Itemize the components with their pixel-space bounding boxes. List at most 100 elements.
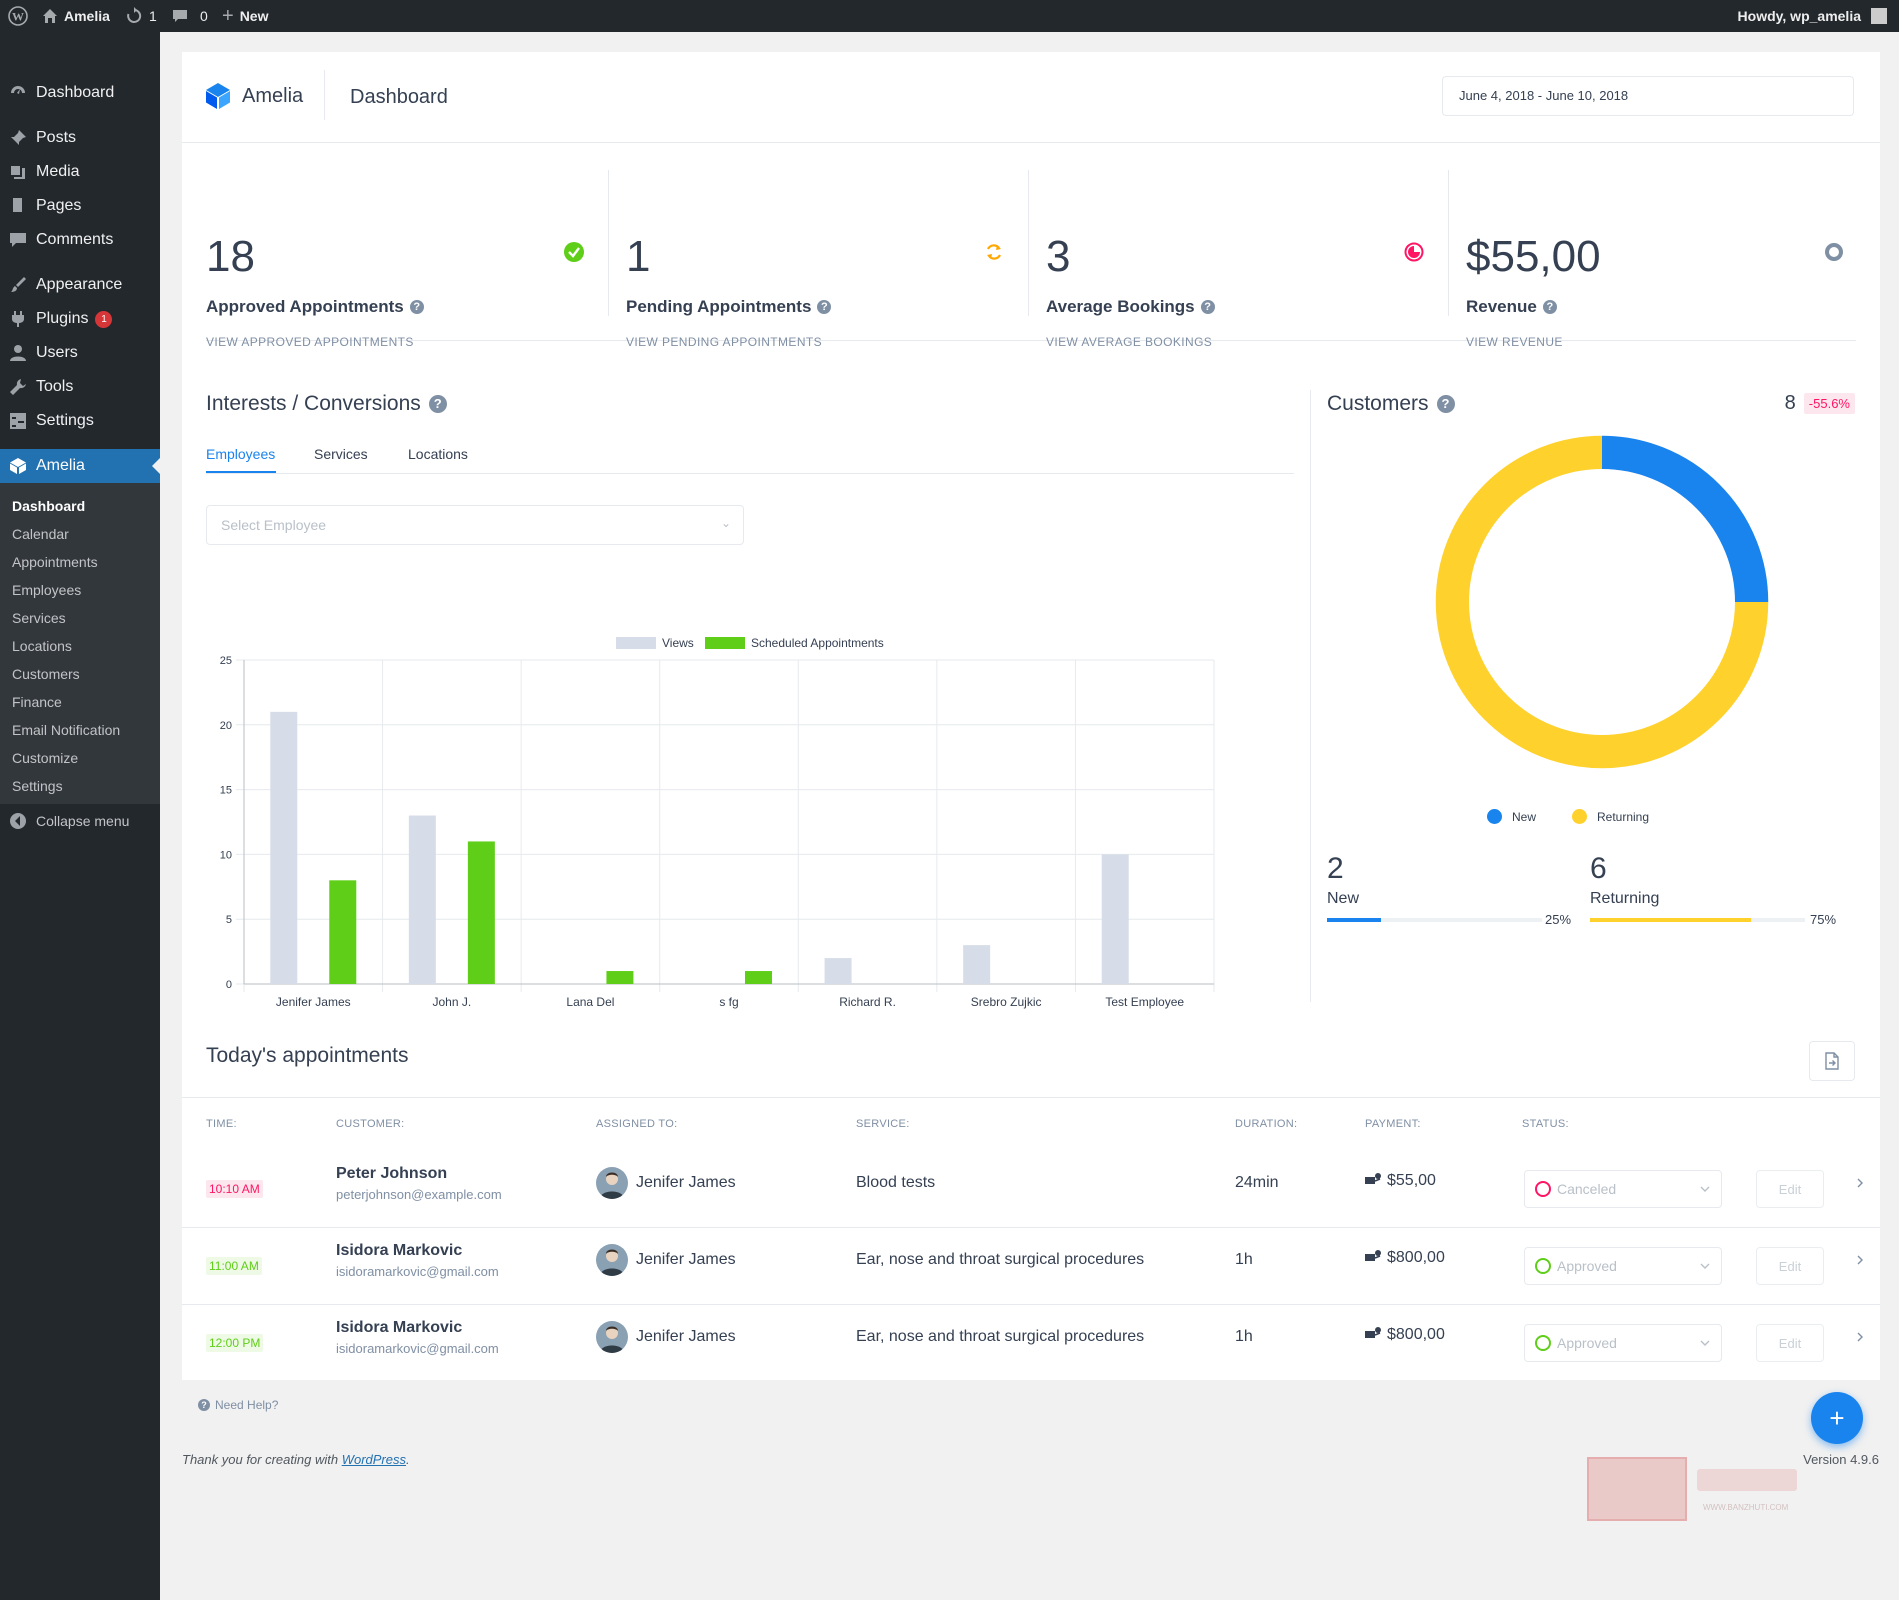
need-help-link[interactable]: ? Need Help? bbox=[198, 1398, 278, 1412]
row-divider bbox=[182, 1304, 1880, 1305]
sidebar-item-label: Posts bbox=[36, 129, 77, 146]
chevron-down-icon bbox=[1699, 1259, 1711, 1275]
expand-row-chevron-icon[interactable] bbox=[1856, 1176, 1864, 1192]
avatar-icon bbox=[1871, 8, 1887, 24]
greeting: Howdy, wp_amelia bbox=[1737, 8, 1861, 24]
stat-divider bbox=[1028, 170, 1029, 316]
edit-button[interactable]: Edit bbox=[1756, 1247, 1824, 1285]
submenu-item-calendar[interactable]: Calendar bbox=[12, 526, 69, 542]
submenu-item-locations[interactable]: Locations bbox=[12, 638, 72, 654]
status-select[interactable]: Approved bbox=[1524, 1247, 1722, 1285]
site-name: Amelia bbox=[64, 8, 110, 24]
submenu-item-services[interactable]: Services bbox=[12, 610, 66, 626]
bar-scheduled-appointments bbox=[606, 971, 634, 984]
column-header: STATUS: bbox=[1522, 1118, 1569, 1130]
sidebar-item-label: Settings bbox=[36, 412, 94, 429]
status-select[interactable]: Approved bbox=[1524, 1324, 1722, 1362]
footer-thanks: Thank you for creating with WordPress. bbox=[182, 1452, 410, 1467]
payment-icon bbox=[1365, 1249, 1381, 1267]
stat-value: 3 bbox=[1046, 232, 1071, 281]
account-menu[interactable]: Howdy, wp_amelia bbox=[1738, 0, 1887, 32]
customers-donut-chart bbox=[1434, 434, 1770, 770]
wordpress-link[interactable]: WordPress bbox=[341, 1452, 406, 1467]
comment-icon bbox=[173, 10, 187, 22]
stat-label-text: Pending Appointments bbox=[626, 297, 812, 316]
sidebar-item-plugins[interactable]: Plugins 1 bbox=[0, 302, 160, 336]
submenu-item-appointments[interactable]: Appointments bbox=[12, 554, 98, 570]
tab-services[interactable]: Services bbox=[314, 446, 368, 462]
bar-scheduled-appointments bbox=[467, 841, 495, 984]
site-name-link[interactable]: Amelia bbox=[42, 0, 110, 32]
dashboard-icon bbox=[0, 84, 36, 102]
stat-view-link[interactable]: VIEW PENDING APPOINTMENTS bbox=[626, 335, 823, 349]
status-label: Approved bbox=[1557, 1258, 1617, 1274]
y-tick-label: 10 bbox=[220, 849, 232, 861]
watermark-seal bbox=[1587, 1457, 1687, 1521]
employee-select[interactable]: Select Employee ⌄ bbox=[206, 505, 744, 545]
appointment-time: 10:10 AM bbox=[206, 1180, 263, 1198]
check-circle-icon bbox=[564, 242, 584, 267]
appointment-time: 12:00 PM bbox=[206, 1334, 264, 1352]
sidebar-item-label: Amelia bbox=[36, 457, 85, 474]
sidebar-item-comments[interactable]: Comments bbox=[0, 223, 160, 257]
sidebar-item-tools[interactable]: Tools bbox=[0, 370, 160, 404]
sidebar-item-dashboard[interactable]: Dashboard bbox=[0, 76, 160, 110]
returning-customers-bar bbox=[1590, 918, 1805, 922]
pie-icon bbox=[1404, 242, 1424, 267]
collapse-menu-button[interactable]: Collapse menu bbox=[0, 804, 160, 838]
chevron-down-icon bbox=[1699, 1336, 1711, 1352]
status-select[interactable]: Canceled bbox=[1524, 1170, 1722, 1208]
stat-view-link[interactable]: VIEW AVERAGE BOOKINGS bbox=[1046, 335, 1213, 349]
amelia-submenu bbox=[0, 482, 160, 804]
export-button[interactable] bbox=[1809, 1041, 1855, 1081]
sidebar-item-media[interactable]: Media bbox=[0, 155, 160, 189]
column-header: SERVICE: bbox=[856, 1118, 910, 1130]
edit-button[interactable]: Edit bbox=[1756, 1170, 1824, 1208]
submenu-item-employees[interactable]: Employees bbox=[12, 582, 82, 598]
comments-link[interactable]: 0 bbox=[172, 0, 208, 32]
help-icon[interactable]: ? bbox=[1436, 395, 1455, 413]
tab-locations[interactable]: Locations bbox=[408, 446, 468, 462]
wordpress-logo-icon[interactable]: W bbox=[8, 0, 28, 32]
tab-employees[interactable]: Employees bbox=[206, 446, 276, 462]
payment-amount: $800,00 bbox=[1387, 1326, 1445, 1343]
stat-view-link[interactable]: VIEW APPROVED APPOINTMENTS bbox=[206, 335, 414, 349]
submenu-item-finance[interactable]: Finance bbox=[12, 694, 62, 710]
sidebar-item-users[interactable]: Users bbox=[0, 336, 160, 370]
updates-link[interactable]: 1 bbox=[125, 0, 157, 32]
sidebar-item-appearance[interactable]: Appearance bbox=[0, 268, 160, 302]
help-icon[interactable]: ? bbox=[817, 300, 832, 314]
plugin-icon bbox=[0, 310, 36, 328]
row-divider bbox=[182, 1227, 1880, 1228]
column-header: CUSTOMER: bbox=[336, 1118, 405, 1130]
expand-row-chevron-icon[interactable] bbox=[1856, 1330, 1864, 1346]
submenu-item-customize[interactable]: Customize bbox=[12, 750, 79, 766]
sidebar-item-settings[interactable]: Settings bbox=[0, 404, 160, 438]
add-appointment-button[interactable]: + bbox=[1811, 1392, 1863, 1444]
submenu-item-customers[interactable]: Customers bbox=[12, 666, 80, 682]
submenu-item-dashboard[interactable]: Dashboard bbox=[12, 498, 86, 514]
bar-views bbox=[1101, 854, 1129, 984]
submenu-item-email-notification[interactable]: Email Notification bbox=[12, 722, 121, 738]
customers-title: Customers ? bbox=[1327, 392, 1455, 416]
date-range-picker[interactable]: June 4, 2018 - June 10, 2018 bbox=[1442, 76, 1854, 116]
new-customers-count: 2 bbox=[1327, 852, 1344, 885]
help-icon[interactable]: ? bbox=[1542, 300, 1557, 314]
expand-row-chevron-icon[interactable] bbox=[1856, 1253, 1864, 1269]
wrench-icon bbox=[0, 378, 36, 396]
stat-card-pending-appointments: 1 Pending Appointments? VIEW PENDING APPOI… bbox=[626, 172, 1026, 349]
sidebar-item-amelia[interactable]: Amelia bbox=[0, 449, 160, 483]
amelia-icon bbox=[0, 457, 36, 475]
new-content-link[interactable]: + New bbox=[222, 0, 268, 32]
help-icon[interactable]: ? bbox=[428, 395, 447, 413]
brush-icon bbox=[0, 276, 36, 294]
submenu-item-settings[interactable]: Settings bbox=[12, 778, 63, 794]
sidebar-item-posts[interactable]: Posts bbox=[0, 121, 160, 155]
stat-label: Average Bookings? bbox=[1046, 297, 1215, 317]
employee-avatar bbox=[596, 1244, 628, 1276]
sidebar-item-pages[interactable]: Pages bbox=[0, 189, 160, 223]
help-icon[interactable]: ? bbox=[1200, 300, 1215, 314]
stat-view-link[interactable]: VIEW REVENUE bbox=[1466, 335, 1563, 349]
edit-button[interactable]: Edit bbox=[1756, 1324, 1824, 1362]
help-icon[interactable]: ? bbox=[409, 300, 424, 314]
